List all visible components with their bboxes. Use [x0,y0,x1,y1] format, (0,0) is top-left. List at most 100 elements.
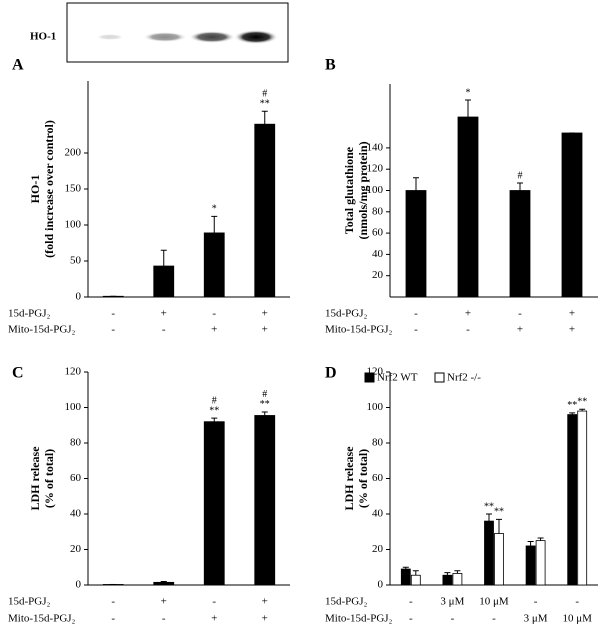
row-value: + [211,613,217,625]
significance-mark: ** [260,99,270,110]
row-value: - [162,324,166,336]
legend-swatch [364,372,375,383]
significance-mark: * [466,87,471,98]
y-axis-label: (nmols/mg protein) [356,141,370,239]
significance-mark: # [212,395,217,406]
y-axis-label: Total glutathione [342,146,356,234]
y-tick-label: 60 [70,472,82,484]
error-bar [444,572,451,576]
y-tick-label: 0 [76,579,82,591]
bar [457,116,479,298]
y-axis-label: LDH release [28,446,42,511]
y-axis-label: LDH release [342,446,356,511]
legend-label: Nrf2 -/- [447,372,481,384]
bar [525,545,536,586]
panel-label: B [325,57,336,74]
error-bar [402,566,409,570]
bar [254,415,276,586]
row-value: + [262,324,268,336]
row-value: 3 μM [524,613,548,625]
row-value: 10 μM [562,613,592,625]
legend-label: Nrf2 WT [377,372,418,384]
significance-mark: # [518,170,523,181]
y-tick-label: 20 [70,543,82,555]
significance-mark: # [262,89,267,100]
row-label: 15d-PGJ₂ [8,308,51,320]
row-value: - [492,613,496,625]
row-value: - [534,596,538,608]
row-value: - [409,613,413,625]
bar [494,533,504,586]
y-tick-label: 40 [70,508,82,520]
row-label: 15d-PGJ₂ [325,596,368,608]
error-bar [261,411,268,416]
y-tick-label: 100 [65,219,82,231]
y-axis-label: (fold increase over control) [42,120,56,258]
row-value: + [161,596,167,608]
row-value: - [414,308,418,320]
bar [410,574,421,586]
blot-band [96,34,124,40]
error-bar [261,110,268,125]
blot-band [143,32,187,42]
error-bar [486,513,492,522]
error-bar [211,417,218,422]
panel-label: D [325,365,337,382]
row-value: - [518,308,522,320]
row-value: + [262,308,268,320]
y-axis-label: (% of total) [356,449,370,508]
y-tick-label: 100 [367,184,384,196]
panel-label: C [12,365,24,382]
blot-label: HO-1 [30,31,56,43]
error-bar [412,570,419,576]
row-label: Mito-15d-PGJ₂ [325,324,393,336]
significance-mark: ** [494,507,504,518]
row-value: + [262,613,268,625]
significance-mark: ** [209,405,219,416]
row-value: + [262,596,268,608]
row-value: - [575,596,579,608]
error-bar [465,99,471,118]
bar [484,520,494,586]
row-value: + [465,308,471,320]
bar [203,421,225,586]
row-label: 15d-PGJ₂ [325,308,368,320]
row-value: - [162,613,166,625]
row-value: - [111,596,115,608]
row-label: 15d-PGJ₂ [8,596,51,608]
blot: HO-1 [30,2,289,63]
bar [452,573,463,586]
row-value: + [161,308,167,320]
significance-mark: ** [577,397,587,408]
blot-band [189,31,235,43]
y-tick-label: 60 [372,472,384,484]
y-tick-label: 200 [65,147,82,159]
bar [405,190,427,298]
row-value: - [212,596,216,608]
row-label: Mito-15d-PGJ₂ [8,324,76,336]
row-value: 3 μM [440,596,464,608]
row-value: - [212,308,216,320]
error-bar [454,570,461,574]
y-tick-label: 100 [367,401,384,413]
panel-label: A [12,57,24,74]
error-bar [537,537,544,541]
bar [254,123,276,298]
row-label: Mito-15d-PGJ₂ [8,613,76,625]
significance-mark: # [262,389,267,400]
row-value: + [569,324,575,336]
bar [567,414,578,586]
error-bar [413,177,419,191]
significance-mark: ** [260,399,270,410]
row-value: + [211,324,217,336]
y-tick-label: 20 [372,543,384,555]
y-tick-label: 40 [372,248,384,260]
error-bar [496,518,502,534]
significance-mark: ** [484,501,494,512]
y-tick-label: 80 [70,437,82,449]
y-axis-label: (% of total) [42,449,56,508]
row-value: - [111,613,115,625]
y-tick-label: 140 [367,141,384,153]
y-tick-label: 150 [65,183,82,195]
row-value: - [451,613,455,625]
